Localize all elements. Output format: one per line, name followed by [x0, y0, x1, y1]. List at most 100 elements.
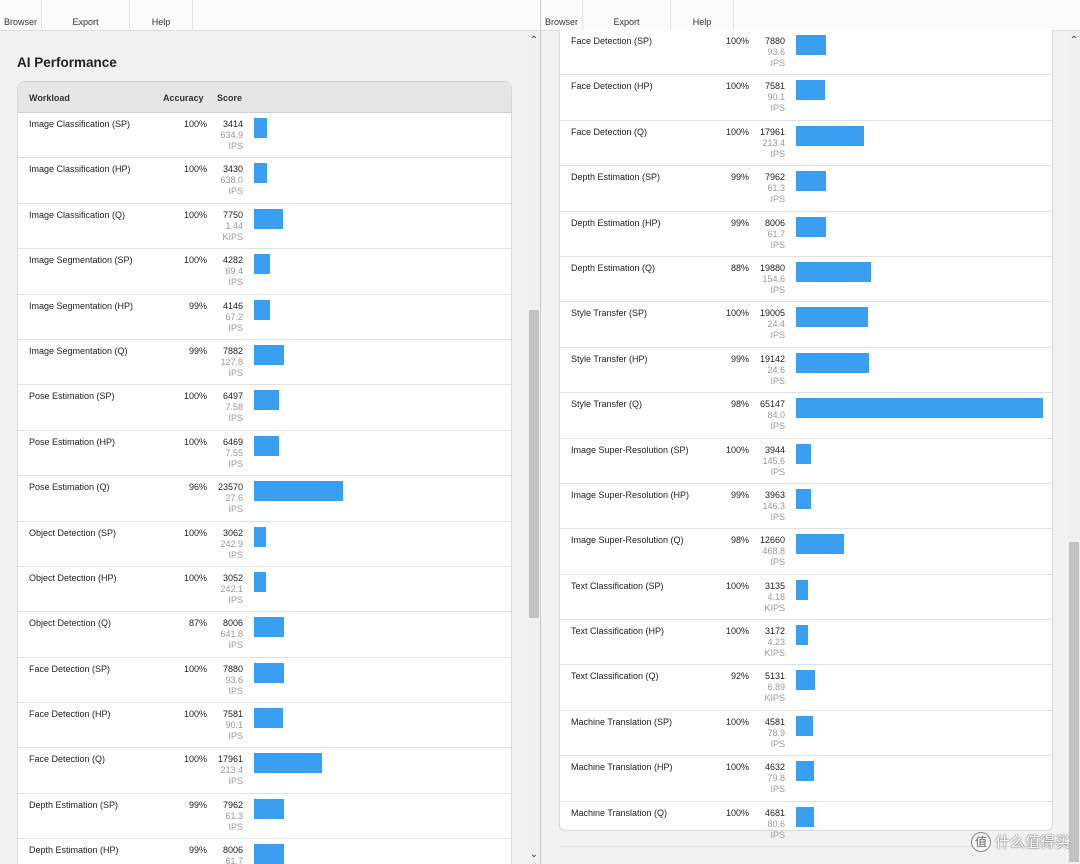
table-row: Style Transfer (SP) 100% 19005 24.4 IPS — [560, 302, 1052, 348]
table-row: Image Classification (HP) 100% 3430 638.0 IP… — [18, 158, 511, 204]
accuracy-value: 98% — [730, 399, 749, 410]
score-bar — [254, 299, 270, 320]
scroll-thumb[interactable] — [529, 310, 539, 618]
score-value: 7880 — [222, 663, 243, 674]
score-bar — [254, 390, 279, 411]
table-row: Image Segmentation (SP) 100% 4282 69.4 IPS — [18, 249, 511, 295]
throughput-value: 638.0 — [220, 175, 243, 186]
score-value: 4632 — [764, 762, 785, 773]
throughput-unit: IPS — [228, 640, 243, 651]
workload-name: Image Super-Resolution (HP) — [571, 489, 690, 500]
toolbar-browser-button[interactable]: Browser — [541, 0, 583, 31]
workload-name: Image Classification (Q) — [29, 209, 126, 220]
score-value: 7882 — [222, 345, 243, 356]
score-value: 4282 — [222, 255, 243, 266]
workload-name: Pose Estimation (Q) — [29, 482, 110, 493]
throughput-value: 4.18 — [767, 591, 785, 602]
throughput-value: 67.2 — [225, 311, 243, 322]
score-cell: 4146 67.2 IPS — [203, 301, 243, 334]
score-value: 7962 — [222, 799, 243, 810]
table-row: Image Super-Resolution (SP) 100% 3944 145.6… — [560, 439, 1052, 484]
score-bar — [796, 216, 826, 237]
score-cell: 8006 61.7 IPS — [745, 218, 785, 251]
score-cell: 19880 154.6 IPS — [745, 263, 785, 296]
accuracy-value: 99% — [730, 353, 749, 364]
accuracy-value: 100% — [725, 81, 749, 92]
vertical-scrollbar[interactable]: ⌃ ⌄ — [528, 32, 540, 864]
table-row: Depth Estimation (HP) 99% 8006 61.7 IPS — [560, 212, 1052, 257]
accuracy-value: 100% — [725, 580, 749, 591]
throughput-unit: IPS — [770, 194, 785, 205]
scroll-down-arrow-icon[interactable]: ⌄ — [529, 849, 539, 860]
score-bar — [796, 579, 808, 600]
scroll-up-arrow-icon[interactable]: ⌃ — [529, 35, 539, 46]
toolbar-help-button[interactable]: Help — [130, 0, 193, 31]
table-body: Image Classification (SP) 100% 3414 634.9 IP… — [18, 113, 511, 864]
toolbar-export-button[interactable]: Export — [583, 0, 671, 31]
throughput-unit: IPS — [228, 821, 243, 832]
throughput-unit: IPS — [770, 375, 785, 386]
vertical-scrollbar[interactable]: ⌃ — [1068, 32, 1080, 864]
throughput-unit: IPS — [770, 284, 785, 295]
score-cell: 4282 69.4 IPS — [203, 255, 243, 288]
throughput-unit: IPS — [770, 58, 785, 68]
throughput-value: 78.9 — [767, 727, 785, 738]
score-cell: 7962 61.3 IPS — [203, 800, 243, 833]
score-bar — [796, 761, 814, 782]
score-value: 65147 — [759, 399, 785, 410]
workload-name: Face Detection (HP) — [571, 81, 653, 92]
score-bar — [254, 344, 284, 365]
header-accuracy: Accuracy — [163, 93, 204, 103]
accuracy-value: 99% — [730, 217, 749, 228]
score-cell: 3062 242.9 IPS — [203, 528, 243, 561]
score-value: 3944 — [764, 444, 785, 455]
score-value: 12660 — [759, 535, 785, 546]
toolbar-export-button[interactable]: Export — [42, 0, 130, 31]
toolbar-browser-button[interactable]: Browser — [0, 0, 42, 31]
throughput-value: 61.7 — [767, 228, 785, 239]
scroll-up-arrow-icon[interactable]: ⌃ — [1069, 35, 1079, 46]
throughput-value: 61.7 — [225, 856, 243, 864]
workload-name: Pose Estimation (HP) — [29, 436, 116, 447]
score-bar — [254, 435, 279, 456]
accuracy-value: 100% — [183, 255, 207, 266]
score-cell: 65147 84.0 IPS — [745, 399, 785, 432]
throughput-value: 7.58 — [225, 402, 243, 413]
score-cell: 17961 213.4 IPS — [203, 754, 243, 787]
score-bar — [796, 806, 814, 827]
throughput-unit: IPS — [770, 330, 785, 341]
accuracy-value: 98% — [730, 535, 749, 546]
throughput-unit: IPS — [228, 731, 243, 742]
throughput-unit: IPS — [770, 557, 785, 568]
score-cell: 7882 127.8 IPS — [203, 346, 243, 379]
table-row: Machine Translation (SP) 100% 4581 78.9 IPS — [560, 711, 1052, 757]
score-cell: 7581 90.1 IPS — [745, 81, 785, 114]
score-cell: 6497 7.58 IPS — [203, 391, 243, 424]
workload-name: Text Classification (HP) — [571, 626, 665, 637]
throughput-value: 27.6 — [225, 493, 243, 504]
throughput-value: 242.1 — [220, 583, 243, 594]
throughput-unit: IPS — [228, 413, 243, 424]
throughput-value: 90.1 — [767, 92, 785, 103]
toolbar-help-button[interactable]: Help — [671, 0, 734, 31]
results-table: Face Detection (SP) 100% 7880 93.6 IPS Face D… — [559, 30, 1053, 848]
workload-name: Machine Translation (SP) — [571, 716, 673, 727]
workload-name: Face Detection (Q) — [29, 754, 106, 765]
accuracy-value: 100% — [725, 762, 749, 773]
score-cell: 8006 641.8 IPS — [203, 618, 243, 651]
table-row: Machine Translation (HP) 100% 4632 79.8 IPS — [560, 756, 1052, 802]
watermark-text: 什么值得买 — [994, 834, 1070, 851]
score-bar — [796, 625, 808, 646]
score-bar — [254, 118, 267, 138]
throughput-value: 93.6 — [225, 674, 243, 685]
workload-name: Style Transfer (SP) — [571, 308, 648, 319]
throughput-unit: IPS — [228, 685, 243, 696]
throughput-value: 4.23 — [767, 637, 785, 648]
score-bar — [254, 526, 266, 547]
scroll-thumb[interactable] — [1069, 542, 1079, 862]
header-score: Score — [217, 93, 243, 103]
workload-name: Pose Estimation (SP) — [29, 391, 115, 402]
score-bar — [254, 208, 283, 229]
table-header: Workload Accuracy Score — [18, 82, 511, 113]
score-value: 4146 — [222, 300, 243, 311]
